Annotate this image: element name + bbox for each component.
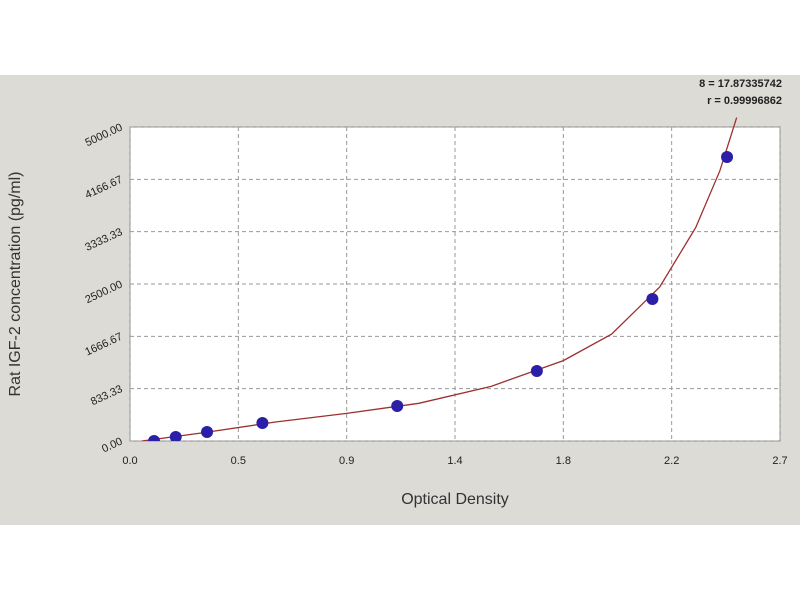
data-point — [721, 151, 734, 164]
plot-layer — [141, 117, 738, 441]
data-point — [256, 416, 269, 429]
annotation: 8 = 17.87335742 — [699, 78, 782, 90]
data-point — [148, 435, 161, 441]
x-tick-label: 2.2 — [664, 455, 679, 467]
data-point — [201, 426, 214, 439]
data-point — [391, 400, 404, 413]
data-point — [530, 364, 543, 377]
data-point — [646, 293, 659, 306]
annotation: r = 0.99996862 — [707, 95, 782, 107]
x-tick-label: 1.4 — [447, 455, 462, 467]
x-tick-label: 0.9 — [339, 455, 354, 467]
x-tick-label: 2.7 — [772, 455, 787, 467]
data-point — [169, 430, 182, 441]
x-axis-title: Optical Density — [401, 491, 509, 508]
x-tick-label: 0.0 — [122, 455, 137, 467]
y-axis-title: Rat IGF-2 concentration (pg/ml) — [7, 172, 24, 397]
x-tick-label: 1.8 — [556, 455, 571, 467]
x-tick-label: 0.5 — [231, 455, 246, 467]
